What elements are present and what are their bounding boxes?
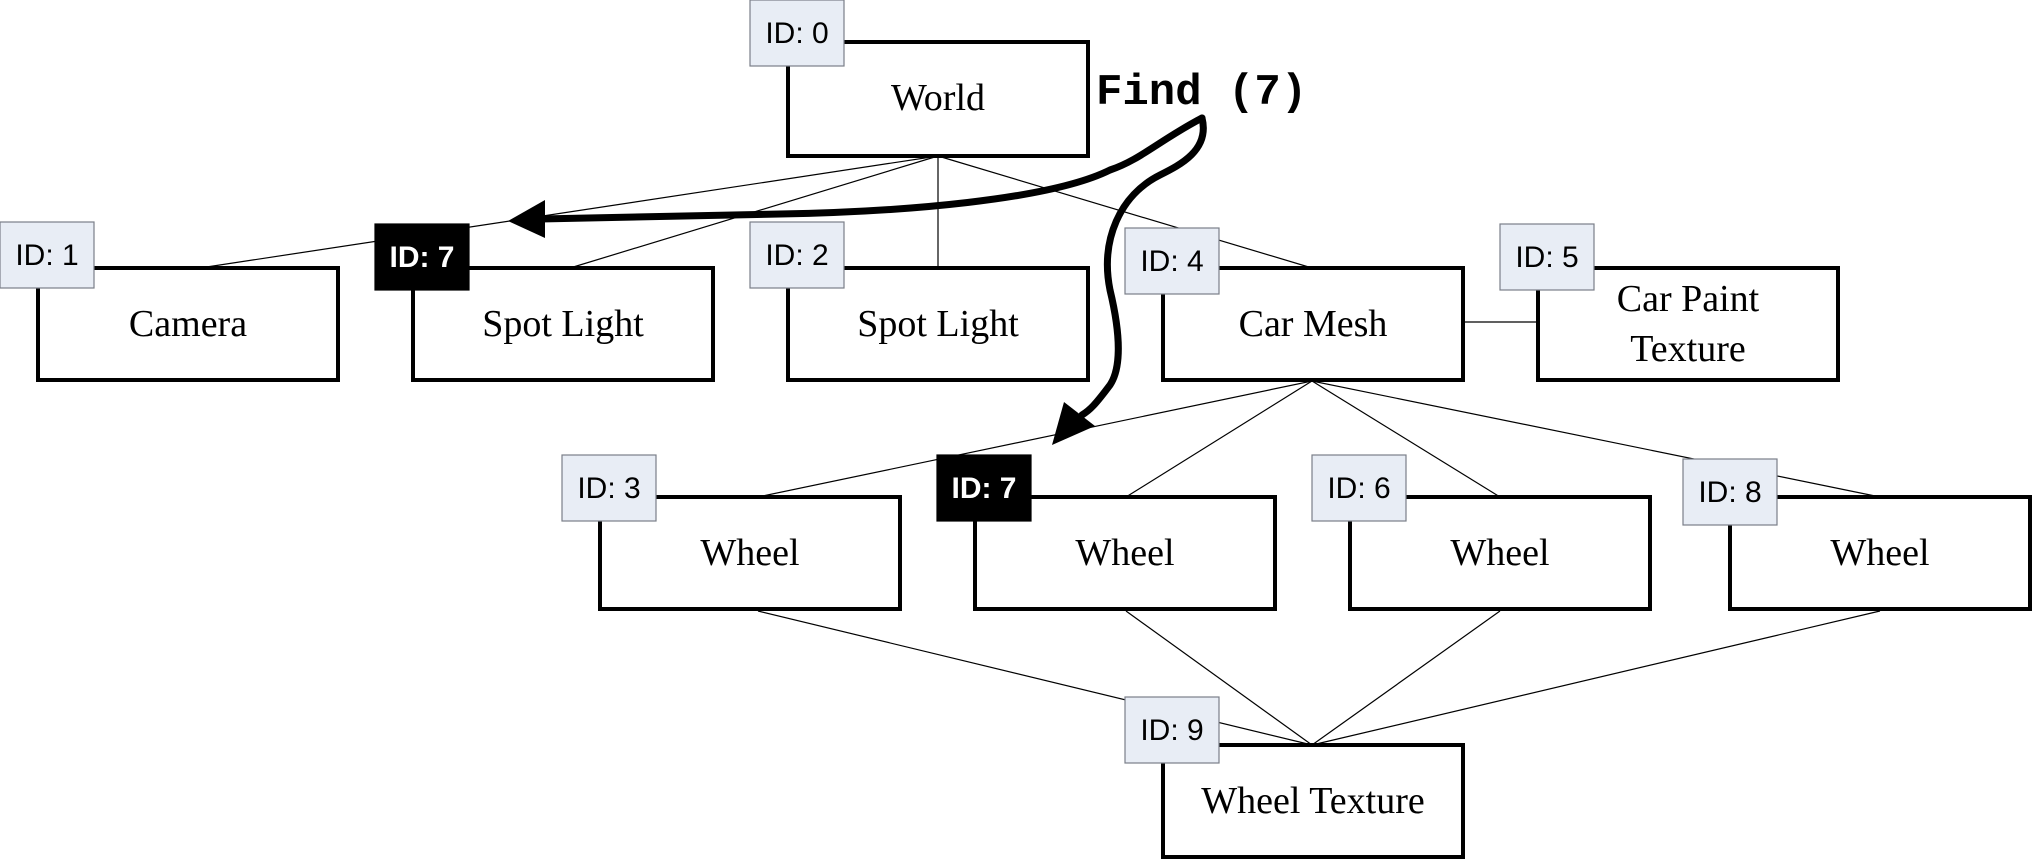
edge-wheel-b-texture (1125, 610, 1313, 746)
node-label: Camera (129, 303, 247, 345)
edge-wheel-c-texture (1311, 610, 1501, 746)
node-world: World ID: 0 (749, 0, 1090, 158)
node-id-badge: ID: 5 (1515, 241, 1578, 274)
search-arrow-to-wheel (1078, 114, 1207, 419)
node-id-badge: ID: 6 (1327, 472, 1390, 505)
node-wheel-found: Wheel ID: 7 (936, 454, 1277, 611)
node-wheel: Wheel ID: 8 (1682, 458, 2032, 611)
edge-car-mesh-wheel-b (1125, 380, 1313, 498)
node-car-paint-texture: Car Paint Texture ID: 5 (1499, 223, 1840, 382)
node-spot-light: Spot Light ID: 2 (749, 221, 1090, 382)
edges (199, 155, 1881, 746)
node-label: Spot Light (482, 303, 644, 345)
node-label: Car Mesh (1239, 303, 1388, 345)
edge-wheel-d-texture (1311, 610, 1881, 746)
node-label: Wheel (700, 532, 799, 574)
node-label: World (891, 77, 985, 119)
node-id-badge: ID: 2 (765, 239, 828, 272)
node-label: Wheel (1830, 532, 1929, 574)
node-label: Wheel (1450, 532, 1549, 574)
search-arrow-to-spot-light (536, 114, 1206, 223)
node-camera: Camera ID: 1 (0, 221, 340, 382)
arrowhead-icon (1052, 402, 1095, 445)
node-id-badge: ID: 0 (765, 17, 828, 50)
node-wheel-texture: Wheel Texture ID: 9 (1124, 696, 1465, 859)
arrowhead-icon (508, 200, 545, 238)
node-id-badge: ID: 3 (577, 472, 640, 505)
edge-car-mesh-wheel-a (757, 380, 1313, 498)
node-id-badge: ID: 4 (1140, 245, 1203, 278)
edge-world-car-mesh (937, 155, 1313, 269)
edge-wheel-a-texture (757, 610, 1313, 746)
node-label-line-2: Texture (1630, 328, 1746, 370)
node-id-badge-highlighted: ID: 7 (389, 241, 454, 274)
node-car-mesh: Car Mesh ID: 4 (1124, 227, 1465, 382)
node-wheel: Wheel ID: 3 (561, 454, 902, 611)
node-id-badge: ID: 8 (1698, 476, 1761, 509)
edge-car-mesh-wheel-c (1311, 380, 1501, 498)
edge-world-camera (199, 155, 939, 269)
node-spot-light-found: Spot Light ID: 7 (374, 223, 715, 382)
node-wheel: Wheel ID: 6 (1311, 454, 1652, 611)
node-label: Wheel (1075, 532, 1174, 574)
node-label-line-1: Car Paint (1617, 278, 1760, 320)
node-label: Spot Light (857, 303, 1019, 345)
edge-car-mesh-wheel-d (1311, 380, 1881, 498)
node-label: Wheel Texture (1201, 780, 1424, 822)
search-arrows (508, 114, 1207, 445)
find-query-label: Find (7) (1096, 68, 1307, 118)
node-id-badge: ID: 1 (15, 239, 78, 272)
node-id-badge-highlighted: ID: 7 (951, 472, 1016, 505)
node-id-badge: ID: 9 (1140, 714, 1203, 747)
